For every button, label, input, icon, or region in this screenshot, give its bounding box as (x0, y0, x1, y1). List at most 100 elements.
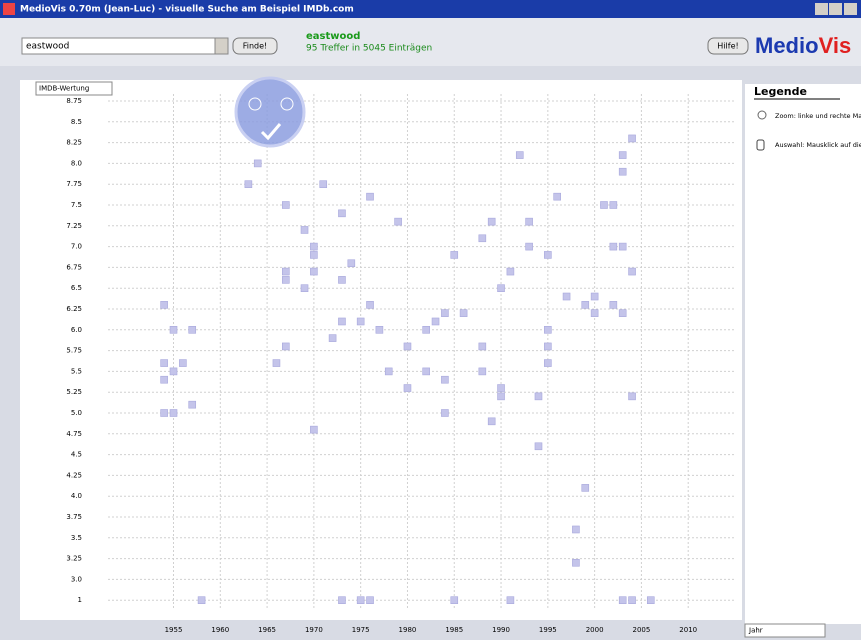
data-point (160, 359, 168, 367)
data-point (534, 442, 543, 451)
hand-icon (756, 139, 765, 151)
x-tick-label: 1955 (165, 626, 183, 634)
data-point (384, 367, 393, 376)
title-bar (0, 0, 861, 18)
y-tick-label: 8.5 (71, 118, 82, 126)
y-tick-label: 4.75 (66, 430, 82, 438)
data-point (328, 334, 337, 342)
data-point (356, 596, 365, 605)
data-point (394, 217, 402, 226)
y-tick-label: 5.75 (66, 347, 82, 355)
data-point (600, 201, 608, 209)
plot-area (20, 80, 742, 620)
data-point (422, 367, 430, 376)
legend-panel (745, 84, 861, 624)
x-tick-label: 1980 (399, 626, 417, 634)
help-button[interactable] (707, 37, 749, 55)
data-point (590, 309, 599, 317)
y-tick-label: 3.5 (71, 534, 82, 542)
x-tick-label: 2000 (586, 626, 604, 634)
y-tick-label: 4.0 (71, 492, 82, 500)
data-point (544, 325, 552, 334)
app-icon (3, 3, 15, 15)
y-tick-label: 3.25 (66, 555, 82, 563)
data-point (160, 375, 168, 384)
data-point (646, 596, 655, 605)
data-point (628, 392, 636, 401)
logo: MedioVis (755, 33, 851, 58)
data-point (338, 317, 346, 326)
data-point (403, 342, 412, 351)
data-point (300, 284, 309, 293)
data-point (188, 400, 197, 409)
data-point (572, 525, 580, 534)
data-point (581, 484, 590, 492)
x-selector[interactable] (744, 623, 826, 638)
data-point (572, 558, 580, 567)
find-label: Finde! (243, 42, 268, 51)
data-point (422, 325, 430, 334)
data-point (618, 596, 627, 605)
data-point (160, 409, 168, 417)
data-point (347, 259, 356, 268)
data-point (450, 596, 459, 605)
data-point (282, 276, 290, 284)
y-tick-label: 5.0 (71, 409, 82, 417)
x-selector-text: Jahr (748, 627, 763, 635)
x-tick-label: 2010 (679, 626, 697, 634)
zoom-widget[interactable] (234, 76, 306, 148)
y-tick-label: 7.25 (66, 222, 82, 230)
data-point (544, 359, 552, 367)
y-tick-label: 1 (78, 596, 82, 604)
data-point (375, 325, 384, 334)
data-point (403, 384, 412, 392)
y-tick-label: 7.5 (71, 201, 82, 209)
window-title: MedioVis 0.70m (Jean-Luc) - visuelle Suc… (20, 5, 354, 15)
legend-zoom: Zoom: linke und rechte Maustaste (775, 112, 861, 120)
data-point (544, 342, 552, 351)
data-point (169, 325, 178, 334)
y-tick-label: 7.75 (66, 180, 82, 188)
data-point (310, 425, 318, 434)
data-point (497, 392, 505, 401)
data-point (197, 596, 206, 605)
data-point (497, 384, 505, 392)
x-tick-label: 2005 (633, 626, 651, 634)
data-point (272, 359, 281, 367)
data-point (319, 180, 328, 188)
dropdown-button[interactable] (214, 37, 229, 55)
data-point (544, 251, 552, 259)
data-point (618, 151, 627, 159)
data-point (338, 276, 346, 284)
help-label: Hilfe! (717, 42, 738, 51)
data-point (179, 359, 187, 367)
data-point (618, 167, 627, 176)
data-point (356, 317, 365, 326)
logo-vis: Vis (819, 33, 852, 58)
y-selector[interactable] (35, 81, 113, 96)
scatter-plot: 8.75 8.5 8.25 8.0 7.75 7.5 7.25 7.0 6.75 6.5 6.25 6… (66, 94, 735, 634)
data-point (609, 301, 618, 309)
y-tick-label: 3.0 (71, 575, 82, 583)
y-tick-label: 6.25 (66, 305, 82, 313)
window-buttons[interactable] (815, 3, 857, 15)
data-point (282, 267, 290, 276)
query-text: eastwood (306, 31, 360, 42)
data-point (618, 309, 627, 317)
logo-medio: Medio (755, 33, 819, 58)
data-point (338, 209, 346, 218)
x-tick-label: 1975 (352, 626, 370, 634)
data-point (310, 267, 318, 276)
data-point (506, 267, 515, 276)
find-button[interactable] (232, 37, 278, 55)
x-tick-label: 1970 (305, 626, 323, 634)
hits-text: 95 Treffer in 5045 Einträgen (306, 44, 432, 54)
y-tick-label: 8.75 (66, 97, 82, 105)
data-point (441, 309, 449, 317)
data-point (553, 192, 561, 201)
data-point (487, 417, 496, 426)
data-point (441, 409, 449, 417)
x-tick-label: 1965 (258, 626, 276, 634)
data-point (441, 375, 449, 384)
